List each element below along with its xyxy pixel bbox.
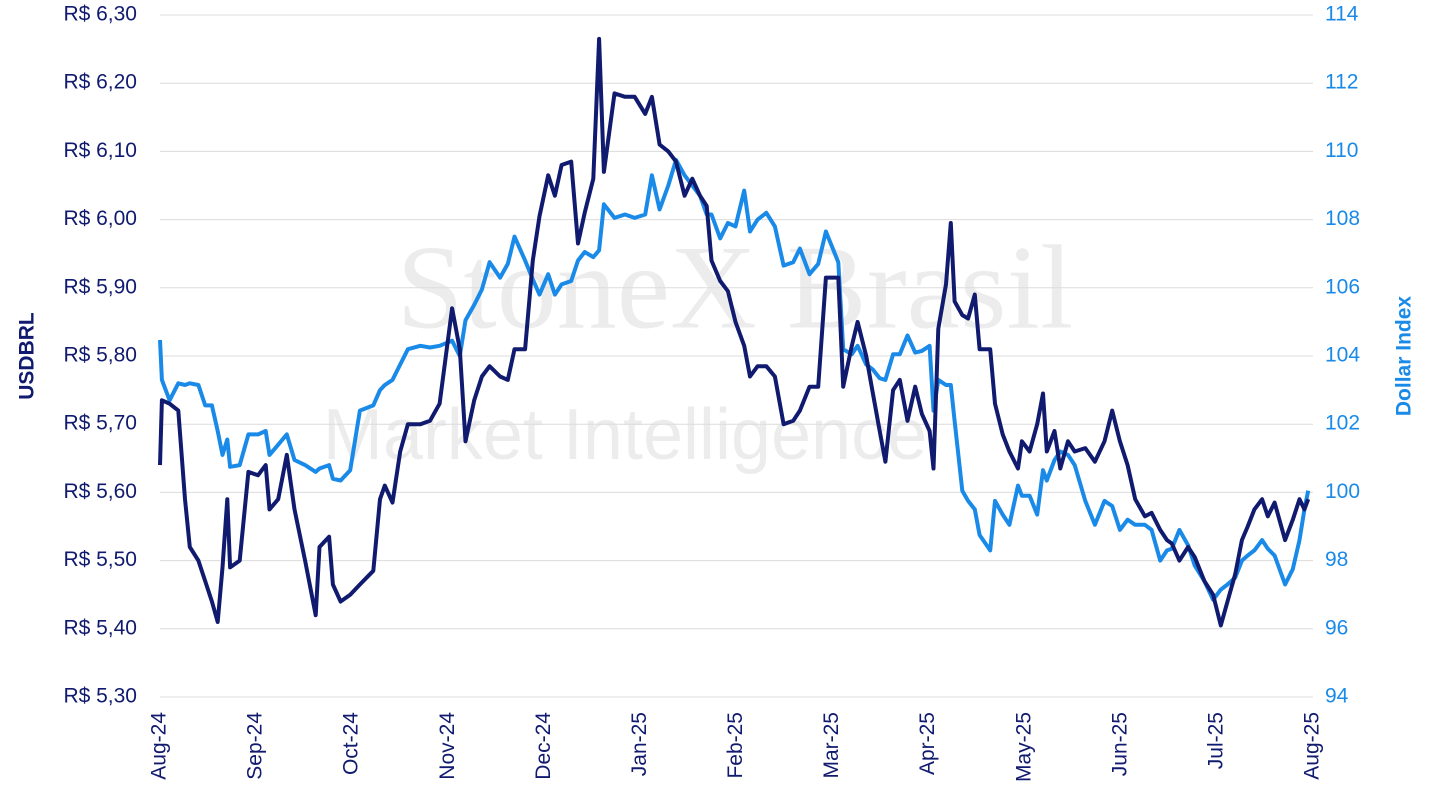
y2-tick-label: 104 bbox=[1325, 344, 1360, 367]
x-tick-label: Oct-24 bbox=[340, 712, 363, 775]
y2-tick-label: 96 bbox=[1325, 616, 1348, 639]
series-line bbox=[158, 157, 1311, 602]
y2-axis-label: Dollar Index bbox=[1393, 296, 1416, 417]
y-axis-label: USDBRL bbox=[16, 312, 39, 400]
y-tick-label: R$ 5,40 bbox=[63, 616, 137, 639]
y2-tick-label: 110 bbox=[1325, 139, 1358, 162]
y2-tick-label: 114 bbox=[1325, 3, 1359, 26]
y2-tick-label: 112 bbox=[1325, 71, 1358, 94]
x-tick-label: Dec-24 bbox=[532, 712, 555, 780]
y-tick-label: R$ 5,60 bbox=[63, 480, 137, 503]
x-tick-label: Apr-25 bbox=[916, 712, 939, 775]
x-tick-label: Aug-24 bbox=[148, 712, 171, 780]
y-tick-label: R$ 5,90 bbox=[63, 275, 137, 298]
y-tick-label: R$ 6,10 bbox=[63, 139, 137, 162]
y-tick-label: R$ 6,00 bbox=[63, 207, 137, 230]
y-tick-label: R$ 5,30 bbox=[63, 685, 137, 708]
y-tick-label: R$ 5,70 bbox=[63, 412, 137, 435]
y2-tick-label: 108 bbox=[1325, 207, 1360, 230]
x-tick-label: Aug-25 bbox=[1301, 712, 1324, 780]
y2-tick-label: 106 bbox=[1325, 275, 1360, 298]
y-tick-label: R$ 5,80 bbox=[63, 344, 137, 367]
y2-tick-label: 102 bbox=[1325, 412, 1360, 435]
y2-tick-label: 94 bbox=[1325, 685, 1349, 708]
x-tick-label: May-25 bbox=[1012, 712, 1035, 782]
y-tick-label: R$ 6,30 bbox=[63, 3, 137, 26]
watermark: Market Intelligence bbox=[323, 395, 927, 475]
watermark: StoneX Brasil bbox=[397, 221, 1074, 354]
x-tick-label: Jan-25 bbox=[628, 712, 651, 776]
x-tick-label: Jun-25 bbox=[1108, 712, 1131, 776]
series-line bbox=[158, 36, 1311, 628]
y2-tick-label: 98 bbox=[1325, 548, 1348, 571]
y-tick-label: R$ 6,20 bbox=[63, 71, 137, 94]
x-tick-label: Sep-24 bbox=[244, 712, 267, 780]
y2-tick-label: 100 bbox=[1325, 480, 1360, 503]
x-tick-label: Feb-25 bbox=[724, 712, 747, 779]
x-tick-label: Nov-24 bbox=[436, 712, 459, 780]
x-tick-label: Mar-25 bbox=[820, 712, 843, 779]
x-tick-label: Jul-25 bbox=[1204, 712, 1227, 769]
y-tick-label: R$ 5,50 bbox=[63, 548, 137, 571]
